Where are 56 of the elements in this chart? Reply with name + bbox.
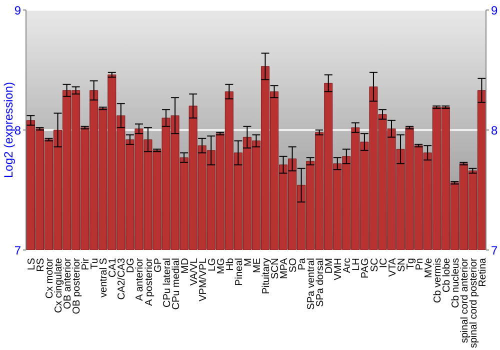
x-tick-label: PAG	[360, 258, 372, 278]
x-tick-label: Arc	[342, 258, 354, 273]
x-tick-label: DM	[324, 258, 336, 274]
x-tick-label: VPM/VPL	[198, 258, 209, 302]
x-tick-label: Pa	[297, 258, 308, 270]
y2-tick-label: 7	[491, 243, 498, 258]
x-tick-label: MVe	[423, 258, 434, 278]
x-tick-label: M	[242, 258, 254, 266]
x-tick-label: LG	[206, 258, 218, 272]
y-axis-title: Log2 (expression)	[1, 82, 16, 178]
x-tick-label: Cb nucleus	[450, 258, 462, 308]
x-tick-label: IC	[378, 258, 390, 268]
y-tick-label: 9	[14, 3, 22, 18]
x-tick-label: Retina	[477, 258, 488, 287]
y2-tick-label: 8	[491, 123, 498, 138]
x-tick-label: Pituitary	[261, 258, 272, 294]
x-tick-label: SC	[369, 258, 380, 272]
x-tick-label: LS	[26, 258, 38, 270]
x-tick-label: SPa dorsal	[315, 258, 326, 307]
x-tick-label: Cx cingulate	[54, 258, 65, 314]
x-tick-label: CA1	[108, 258, 119, 278]
x-tick-label: CPu lateral	[162, 258, 173, 308]
x-tick-label: Pineal	[234, 258, 245, 286]
x-tick-label: CA2/CA3	[116, 258, 128, 300]
x-tick-label: Pir	[80, 257, 92, 270]
x-tick-label: Cb lobe	[441, 258, 452, 292]
x-tick-label: spinal cord anterior	[459, 257, 470, 344]
y2-tick-label: 9	[491, 3, 498, 18]
x-tick-label: OB posterior	[72, 257, 83, 314]
x-tick-label: Tg	[405, 258, 416, 270]
x-tick-label: SCN	[270, 258, 282, 280]
x-tick-label: VTA	[387, 258, 398, 277]
x-tick-label: VMH	[333, 258, 344, 280]
x-tick-label: MD	[180, 258, 191, 274]
x-tick-label: ventral S	[98, 258, 110, 298]
x-tick-label: Hb	[224, 258, 236, 271]
x-tick-label: Tu	[90, 258, 101, 270]
x-tick-label: SO	[288, 258, 300, 272]
x-tick-label: SN	[396, 258, 408, 272]
x-tick-label: MG	[216, 258, 227, 274]
x-tick-label: Pn	[414, 258, 426, 270]
x-tick-label: VA/VL	[188, 258, 200, 286]
y-tick-label: 7	[14, 243, 22, 258]
x-tick-label: LH	[351, 258, 362, 271]
x-tick-label: CPu medial	[170, 258, 182, 310]
x-tick-label: Cb vermis	[432, 258, 444, 304]
x-tick-label: GP	[152, 258, 164, 272]
x-tick-label: spinal cord posterior	[468, 257, 480, 348]
x-tick-label: OB anterior	[62, 257, 74, 310]
x-tick-label: MPA	[279, 258, 290, 279]
x-tick-label: RS	[36, 258, 47, 272]
x-tick-label: A anterior	[134, 257, 146, 301]
x-tick-label: DG	[126, 258, 137, 273]
x-tick-label: ME	[252, 258, 263, 273]
x-tick-label: A posterior	[144, 257, 155, 306]
y-tick-label: 8	[14, 123, 22, 138]
